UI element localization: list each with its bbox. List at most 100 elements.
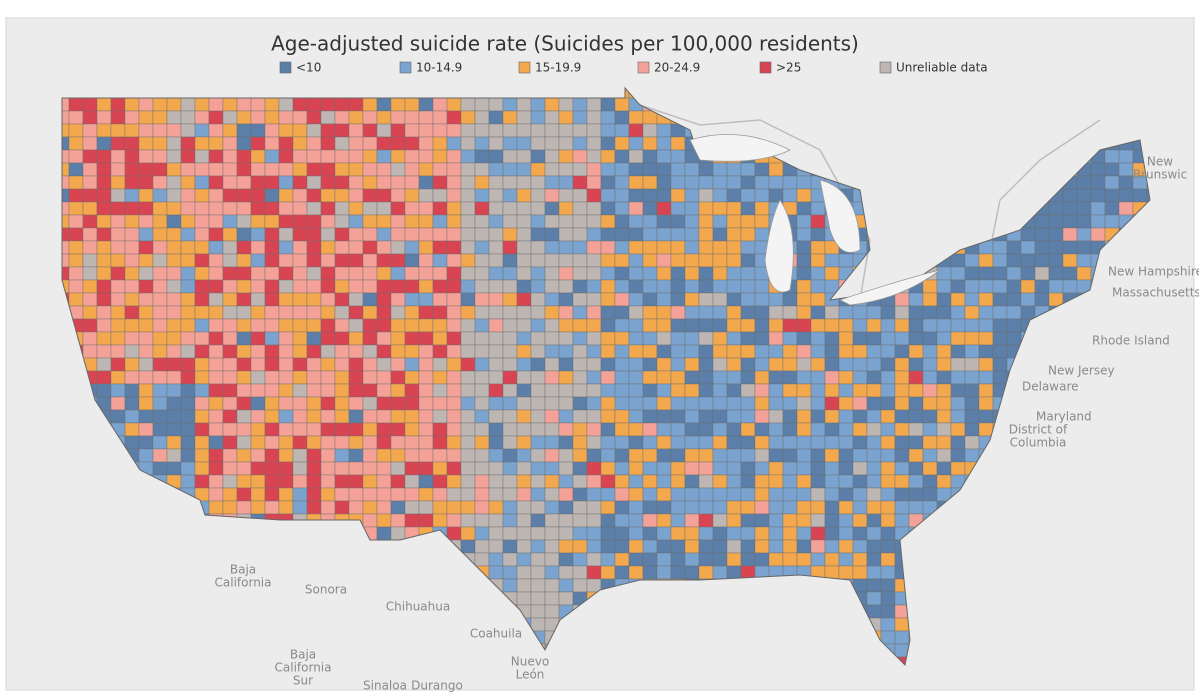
county [558,383,574,398]
county [964,448,980,463]
county [768,539,784,554]
county [236,253,252,268]
county [600,240,616,255]
county [544,175,560,190]
county [726,552,742,567]
county [432,422,448,437]
county [292,474,308,489]
county [628,227,644,242]
place-label: Brunswic [1133,168,1187,182]
county [334,500,350,515]
county [866,591,882,606]
county [656,357,672,372]
county [82,318,98,333]
county [68,292,84,307]
county [488,136,504,151]
county [68,214,84,229]
county [124,344,140,359]
county [474,227,490,242]
county [740,383,756,398]
county [348,461,364,476]
county [194,331,210,346]
county [684,487,700,502]
county [306,500,322,515]
county [292,110,308,125]
county [698,227,714,242]
county [124,292,140,307]
county [446,123,462,138]
county [670,513,686,528]
county [740,448,756,463]
county [138,448,154,463]
county [656,435,672,450]
county [334,266,350,281]
county [698,162,714,177]
county [502,253,518,268]
county [614,357,630,372]
county [992,357,1008,372]
county [572,422,588,437]
county [782,357,798,372]
county [516,136,532,151]
county [404,149,420,164]
county [278,487,294,502]
county [278,136,294,151]
county [572,370,588,385]
county [670,201,686,216]
county [726,318,742,333]
county [334,227,350,242]
county [418,162,434,177]
county [726,448,742,463]
county [348,97,364,112]
county [124,162,140,177]
county [96,149,112,164]
county [432,370,448,385]
county [110,318,126,333]
county [334,123,350,138]
county [992,279,1008,294]
county [796,344,812,359]
county [628,123,644,138]
county [852,409,868,424]
county [600,162,616,177]
county [208,227,224,242]
place-label: Baja [230,563,256,577]
county [1062,188,1078,203]
county [698,448,714,463]
place-label: Maryland [1036,410,1092,424]
county [670,357,686,372]
county [600,526,616,541]
county [264,422,280,437]
county [838,513,854,528]
county [586,539,602,554]
county [754,422,770,437]
county [432,175,448,190]
county [96,162,112,177]
county [320,253,336,268]
county [68,188,84,203]
county [362,123,378,138]
county [138,318,154,333]
county [530,214,546,229]
county [782,513,798,528]
county [110,292,126,307]
county [950,279,966,294]
county [908,435,924,450]
county [264,487,280,502]
county [992,266,1008,281]
county [334,188,350,203]
county [432,318,448,333]
county [390,396,406,411]
county [768,292,784,307]
county [68,175,84,190]
county [1090,201,1106,216]
county [1034,266,1050,281]
county [124,279,140,294]
county [320,188,336,203]
county [278,409,294,424]
county [684,461,700,476]
county [180,344,196,359]
county [656,201,672,216]
county [278,266,294,281]
county [362,331,378,346]
